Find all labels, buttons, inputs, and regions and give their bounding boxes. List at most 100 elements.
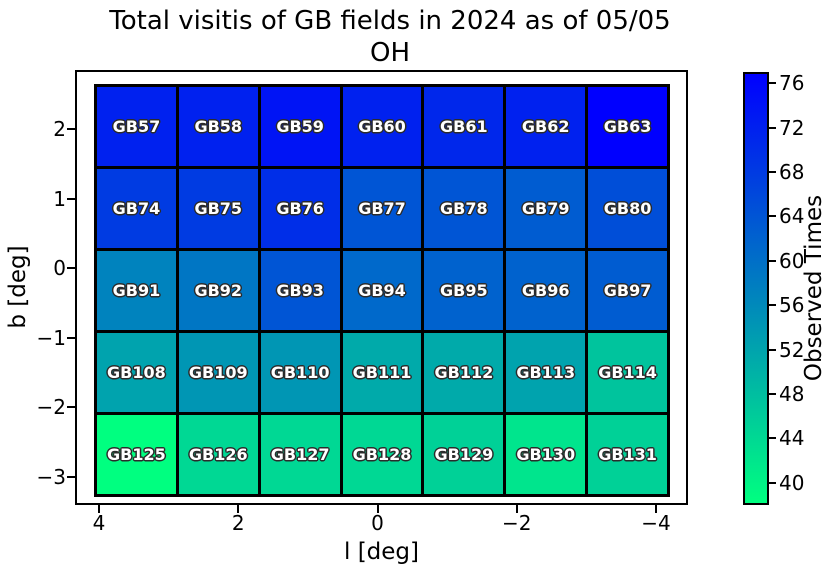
heatmap-cell-GB61: GB61 [424, 87, 504, 166]
colorbar-tick-label: 40 [779, 470, 805, 495]
heatmap-cell-GB94: GB94 [342, 251, 422, 330]
heatmap-cell-label: GB76 [276, 199, 324, 218]
colorbar-tick-mark [769, 348, 776, 351]
heatmap-cell-GB96: GB96 [506, 251, 586, 330]
colorbar-tick-label: 52 [779, 337, 805, 362]
heatmap-cell-label: GB61 [440, 117, 488, 136]
colorbar [743, 72, 769, 505]
x-tick-mark [515, 505, 518, 513]
colorbar-tick-mark [769, 215, 776, 218]
x-tick-mark [655, 505, 657, 513]
heatmap-cell-GB62: GB62 [506, 87, 586, 166]
heatmap-cell-GB95: GB95 [424, 251, 504, 330]
heatmap-cell-label: GB109 [188, 363, 248, 382]
heatmap-cell-label: GB114 [598, 363, 657, 382]
colorbar-tick-mark [769, 392, 776, 395]
x-tick-label: −2 [502, 511, 532, 535]
heatmap-cell-GB113: GB113 [506, 333, 586, 412]
heatmap-cell-label: GB58 [194, 117, 243, 136]
heatmap-cell-GB125: GB125 [97, 415, 176, 494]
y-tick-label: 2 [53, 117, 66, 141]
heatmap-cell-GB58: GB58 [178, 87, 258, 166]
x-tick-label: 4 [92, 511, 106, 535]
colorbar-tick-label: 76 [779, 71, 805, 96]
colorbar-tick-label: 60 [779, 248, 805, 273]
heatmap-cell-label: GB60 [358, 117, 406, 136]
heatmap-cell-GB59: GB59 [260, 87, 340, 166]
heatmap-cell-GB93: GB93 [260, 251, 340, 330]
y-tick-mark [67, 406, 75, 408]
heatmap-cell-label: GB108 [107, 363, 166, 382]
heatmap-cell-GB57: GB57 [97, 87, 176, 166]
heatmap-cell-label: GB127 [270, 445, 330, 464]
colorbar-tick-mark [769, 437, 776, 440]
heatmap-cell-label: GB112 [434, 363, 494, 382]
heatmap-cell-label: GB57 [112, 117, 161, 136]
heatmap-cell-GB110: GB110 [260, 333, 340, 412]
colorbar-tick-mark [769, 82, 776, 85]
heatmap-cell-label: GB77 [358, 199, 406, 218]
heatmap-cell-label: GB63 [603, 117, 652, 136]
y-tick-label: −1 [36, 325, 66, 350]
colorbar-tick-label: 56 [779, 293, 805, 318]
heatmap-cell-GB63: GB63 [588, 87, 667, 166]
heatmap-cell-GB111: GB111 [342, 333, 422, 412]
heatmap-cell-label: GB130 [516, 445, 576, 464]
heatmap-cell-label: GB97 [603, 281, 652, 300]
heatmap-cell-label: GB74 [112, 199, 161, 218]
x-tick-mark [98, 505, 100, 513]
x-tick-mark [237, 505, 240, 513]
heatmap-cell-label: GB129 [434, 445, 494, 464]
x-axis-label: l [deg] [344, 539, 419, 565]
heatmap-cell-label: GB79 [521, 199, 570, 218]
heatmap-cell-GB79: GB79 [506, 169, 586, 248]
heatmap-cell-GB91: GB91 [97, 251, 176, 330]
heatmap-cell-label: GB92 [194, 281, 243, 300]
chart-title-line-2: OH [369, 38, 410, 68]
colorbar-tick-label: 64 [779, 204, 805, 229]
heatmap-cell-label: GB62 [521, 117, 570, 136]
heatmap-cell-GB92: GB92 [178, 251, 258, 330]
heatmap-cell-GB76: GB76 [260, 169, 340, 248]
heatmap-cell-label: GB111 [352, 363, 412, 382]
heatmap-cell-GB128: GB128 [342, 415, 422, 494]
x-tick-label: 2 [231, 511, 245, 535]
heatmap-cell-GB131: GB131 [588, 415, 667, 494]
heatmap-cell-label: GB80 [603, 199, 652, 218]
colorbar-tick-mark [769, 126, 776, 129]
colorbar-tick-label: 68 [779, 159, 805, 184]
heatmap-cell-GB77: GB77 [342, 169, 422, 248]
heatmap-cell-label: GB110 [270, 363, 330, 382]
heatmap-cell-GB74: GB74 [97, 169, 176, 248]
x-tick-mark [376, 505, 379, 513]
x-tick-label: −4 [641, 511, 671, 535]
y-tick-label: −3 [36, 464, 66, 489]
colorbar-tick-label: 48 [779, 381, 805, 406]
heatmap-cell-GB114: GB114 [588, 333, 667, 412]
y-tick-mark [67, 197, 75, 200]
colorbar-tick-mark [769, 304, 776, 307]
heatmap-cell-label: GB131 [598, 445, 657, 464]
heatmap-cell-GB97: GB97 [588, 251, 667, 330]
heatmap-cell-label: GB128 [352, 445, 412, 464]
x-tick-label: 0 [371, 511, 384, 535]
heatmap-cell-label: GB94 [358, 281, 406, 300]
heatmap-cell-label: GB95 [440, 281, 488, 300]
heatmap-cell-label: GB78 [440, 199, 488, 218]
heatmap-cell-label: GB91 [112, 281, 161, 300]
y-tick-label: −2 [36, 395, 66, 419]
colorbar-tick-mark [769, 170, 776, 173]
heatmap-cell-label: GB75 [194, 199, 243, 218]
chart-title: Total visitis of GB fields in 2024 as of… [0, 5, 780, 69]
y-tick-mark [67, 128, 75, 130]
heatmap-cell-label: GB93 [276, 281, 324, 300]
heatmap-cell-label: GB59 [276, 117, 324, 136]
heatmap-cell-GB78: GB78 [424, 169, 504, 248]
heatmap-grid: GB57 GB58 GB59 GB60 GB61 GB62 GB63 GB74 GB75 GB76… [94, 84, 670, 497]
heatmap-cell-label: GB96 [521, 281, 570, 300]
colorbar-tick-label: 72 [779, 115, 805, 140]
heatmap-cell-GB108: GB108 [97, 333, 176, 412]
heatmap-cell-GB80: GB80 [588, 169, 667, 248]
heatmap-cell-GB127: GB127 [260, 415, 340, 494]
